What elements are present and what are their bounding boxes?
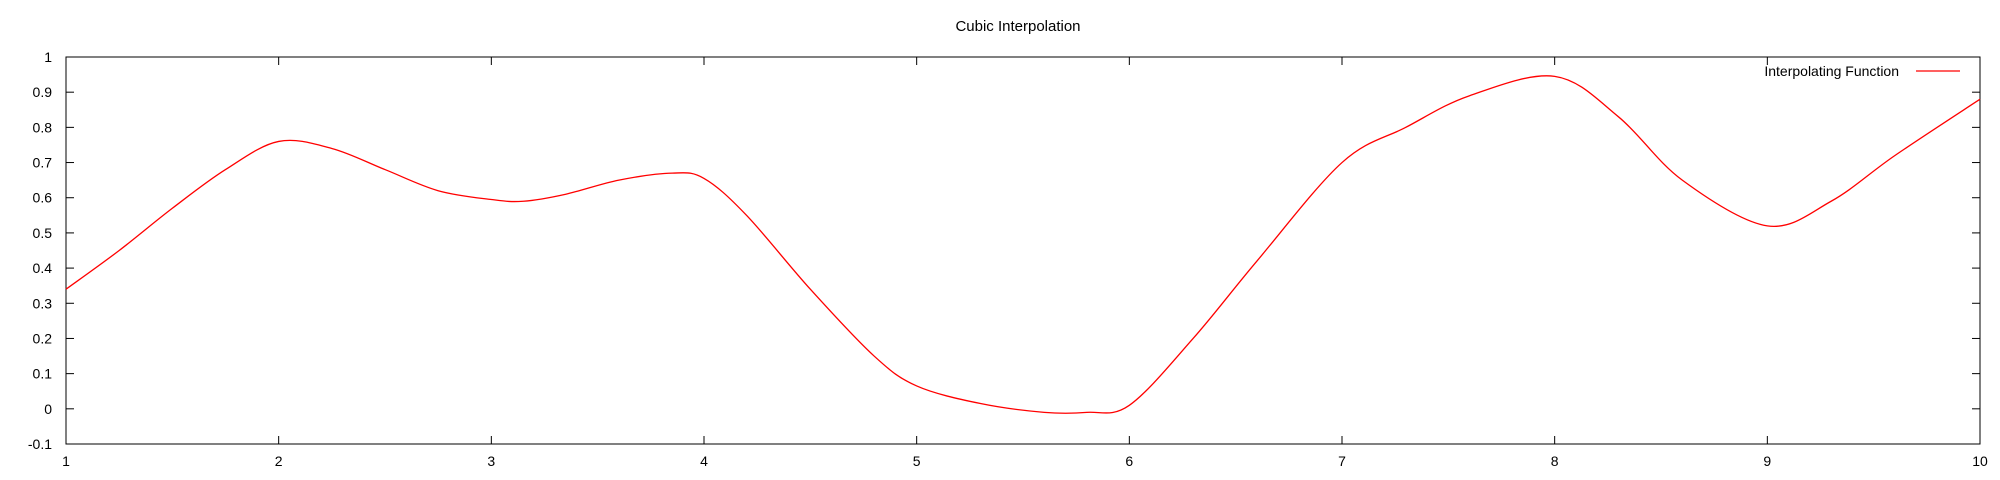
y-tick-label: 0.8 [33,119,53,135]
axis-ticks [65,56,1981,445]
x-tick-label: 9 [1763,453,1771,469]
legend-label: Interpolating Function [1764,63,1899,79]
x-tick-label: 5 [913,453,921,469]
y-tick-label: 0.6 [33,190,53,206]
chart-title: Cubic Interpolation [955,18,1080,35]
legend: Interpolating Function [1764,63,1960,79]
x-tick-label: 2 [275,453,283,469]
y-tick-label: 0.5 [33,225,53,241]
y-tick-label: 0 [44,401,52,417]
y-tick-label: 1 [44,49,52,65]
series-line [65,75,1981,414]
x-tick-label: 6 [1125,453,1133,469]
y-tick-label: 0.9 [33,84,53,100]
y-tick-label: -0.1 [28,436,52,452]
x-tick-label: 4 [700,453,708,469]
x-tick-label: 7 [1338,453,1346,469]
x-tick-label: 10 [1972,453,1988,469]
x-tick-label: 8 [1551,453,1559,469]
series-layer [65,75,1981,414]
plot-frame [65,56,1981,445]
y-tick-label: 0.7 [33,155,53,171]
y-tick-label: 0.1 [33,366,53,382]
x-tick-label: 1 [62,453,70,469]
axis-tick-labels: 1 2 3 4 5 6 7 8 9 10 -0.1 0 0.1 0.2 0.3 0.4 0.5 0.6 0.7 0.8… [28,49,1988,469]
y-tick-label: 0.4 [33,260,53,276]
x-tick-label: 3 [487,453,495,469]
y-tick-label: 0.2 [33,330,53,346]
y-tick-label: 0.3 [33,295,53,311]
